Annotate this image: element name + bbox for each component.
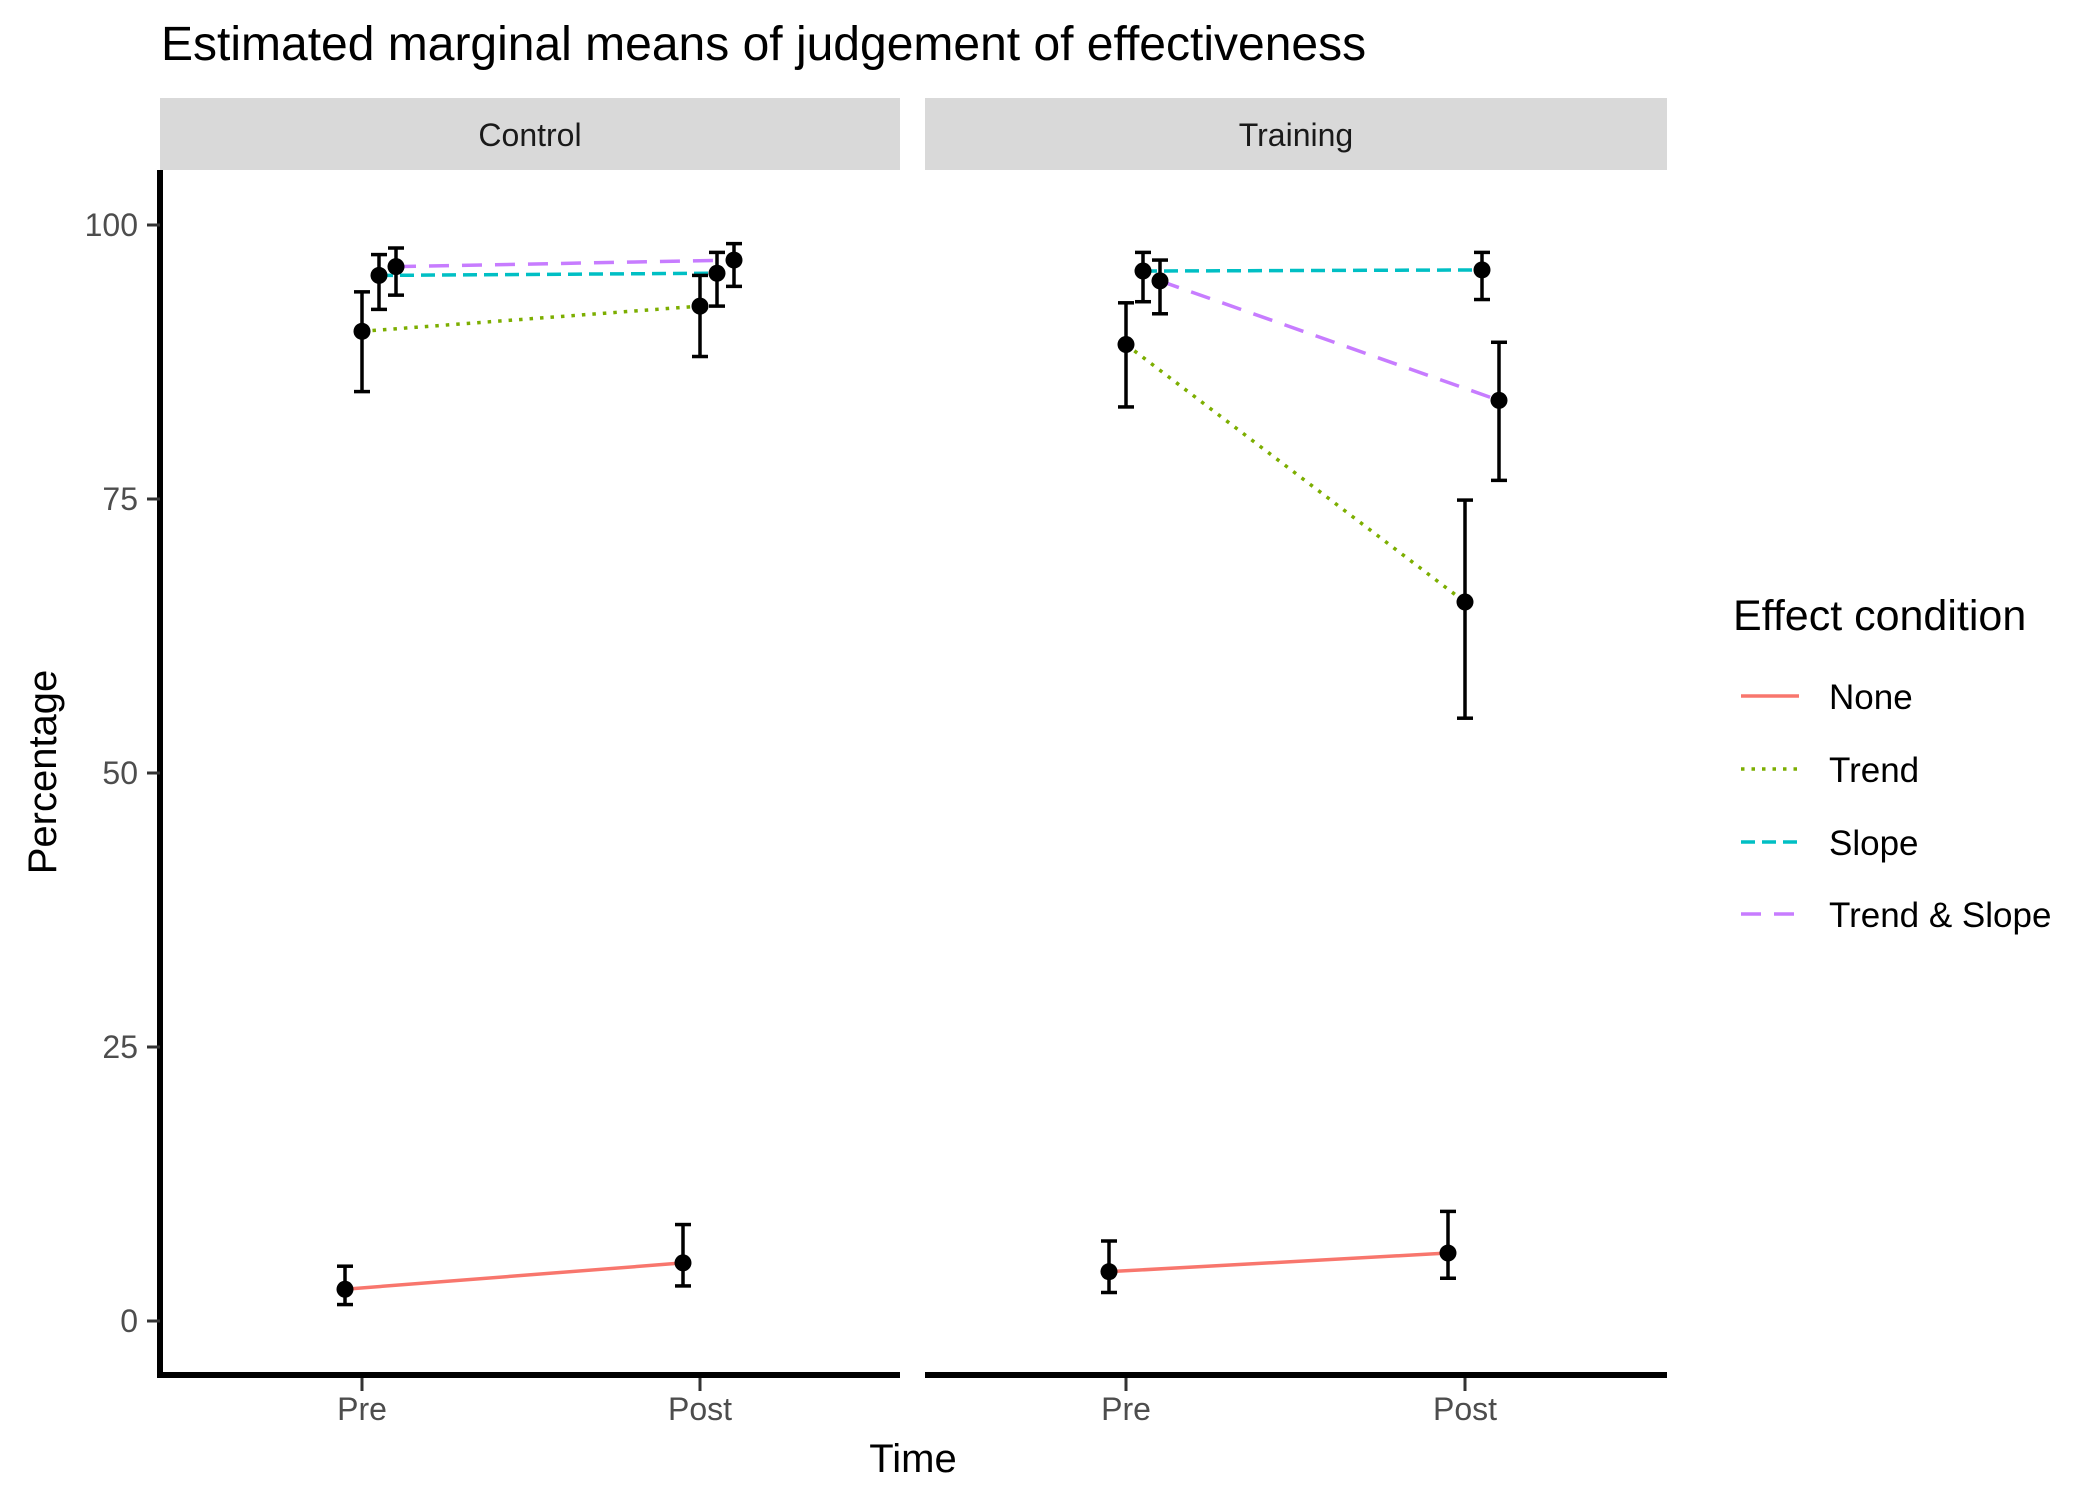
chart-title: Estimated marginal means of judgement of… (161, 18, 1366, 71)
strip-training-background (925, 98, 1667, 170)
legend-label-slope: Slope (1829, 824, 1919, 863)
strip-control-background (160, 98, 900, 170)
series-line-control-slope (378, 271, 718, 278)
legend-item-trend: Trend (1741, 751, 1919, 790)
y-tick-label-75: 75 (102, 481, 138, 517)
series-line-training-trend (1124, 343, 1467, 604)
legend-title: Effect condition (1733, 592, 2026, 640)
data-point-control-trend-pre (353, 322, 371, 340)
data-point-control-slope-post (708, 264, 726, 282)
strip-training: Training (925, 98, 1667, 170)
y-axis-title: Percentage (21, 670, 65, 875)
legend-item-none: None (1741, 678, 1913, 717)
x-tick-label-control-pre: Pre (337, 1391, 387, 1427)
strip-training-label: Training (1239, 117, 1353, 153)
series-line-training-none (1108, 1251, 1449, 1274)
legend-item-slope: Slope (1741, 824, 1919, 863)
y-tick-label-25: 25 (102, 1029, 138, 1065)
y-tick-label-0: 0 (120, 1303, 138, 1339)
data-point-training-trend-slope-post (1490, 391, 1508, 409)
data-point-training-trend-slope-pre (1151, 272, 1169, 290)
data-point-control-trend-post (691, 297, 709, 315)
data-point-control-trend-slope-post (725, 251, 743, 269)
legend: Effect condition None Trend Slope Trend … (1733, 592, 2051, 935)
data-point-training-none-pre (1100, 1263, 1118, 1281)
series-line-training-slope (1142, 268, 1483, 273)
data-point-training-slope-post (1473, 261, 1491, 279)
data-point-control-none-post (674, 1254, 692, 1272)
x-axis-title: Time (869, 1437, 956, 1481)
data-point-training-trend-pre (1117, 335, 1135, 353)
legend-label-trend-slope: Trend & Slope (1829, 896, 2051, 935)
x-tick-label-training-post: Post (1433, 1391, 1497, 1427)
x-tick-label-training-pre: Pre (1101, 1391, 1151, 1427)
series-line-control-none (344, 1261, 684, 1291)
series-line-control-trend-slope (395, 258, 735, 269)
series-line-training-trend-slope (1159, 279, 1500, 403)
y-tick-label-50: 50 (102, 755, 138, 791)
data-point-control-none-pre (336, 1280, 354, 1298)
plot-marks (336, 241, 1508, 1307)
data-point-control-trend-slope-pre (387, 258, 405, 276)
y-tick-label-100: 100 (85, 207, 138, 243)
strip-control-label: Control (478, 117, 581, 153)
legend-item-trend-slope: Trend & Slope (1741, 896, 2051, 935)
data-point-training-slope-pre (1134, 262, 1152, 280)
legend-label-none: None (1829, 678, 1913, 717)
x-ticks: Pre Post Pre Post (337, 1378, 1497, 1427)
y-ticks: 0 25 50 75 100 (85, 207, 160, 1339)
x-tick-label-control-post: Post (668, 1391, 732, 1427)
legend-label-trend: Trend (1829, 751, 1919, 790)
data-point-control-slope-pre (370, 266, 388, 284)
data-point-training-none-post (1439, 1244, 1457, 1262)
series-line-control-trend (361, 304, 701, 334)
strip-control: Control (160, 98, 900, 170)
data-point-training-trend-post (1456, 593, 1474, 611)
